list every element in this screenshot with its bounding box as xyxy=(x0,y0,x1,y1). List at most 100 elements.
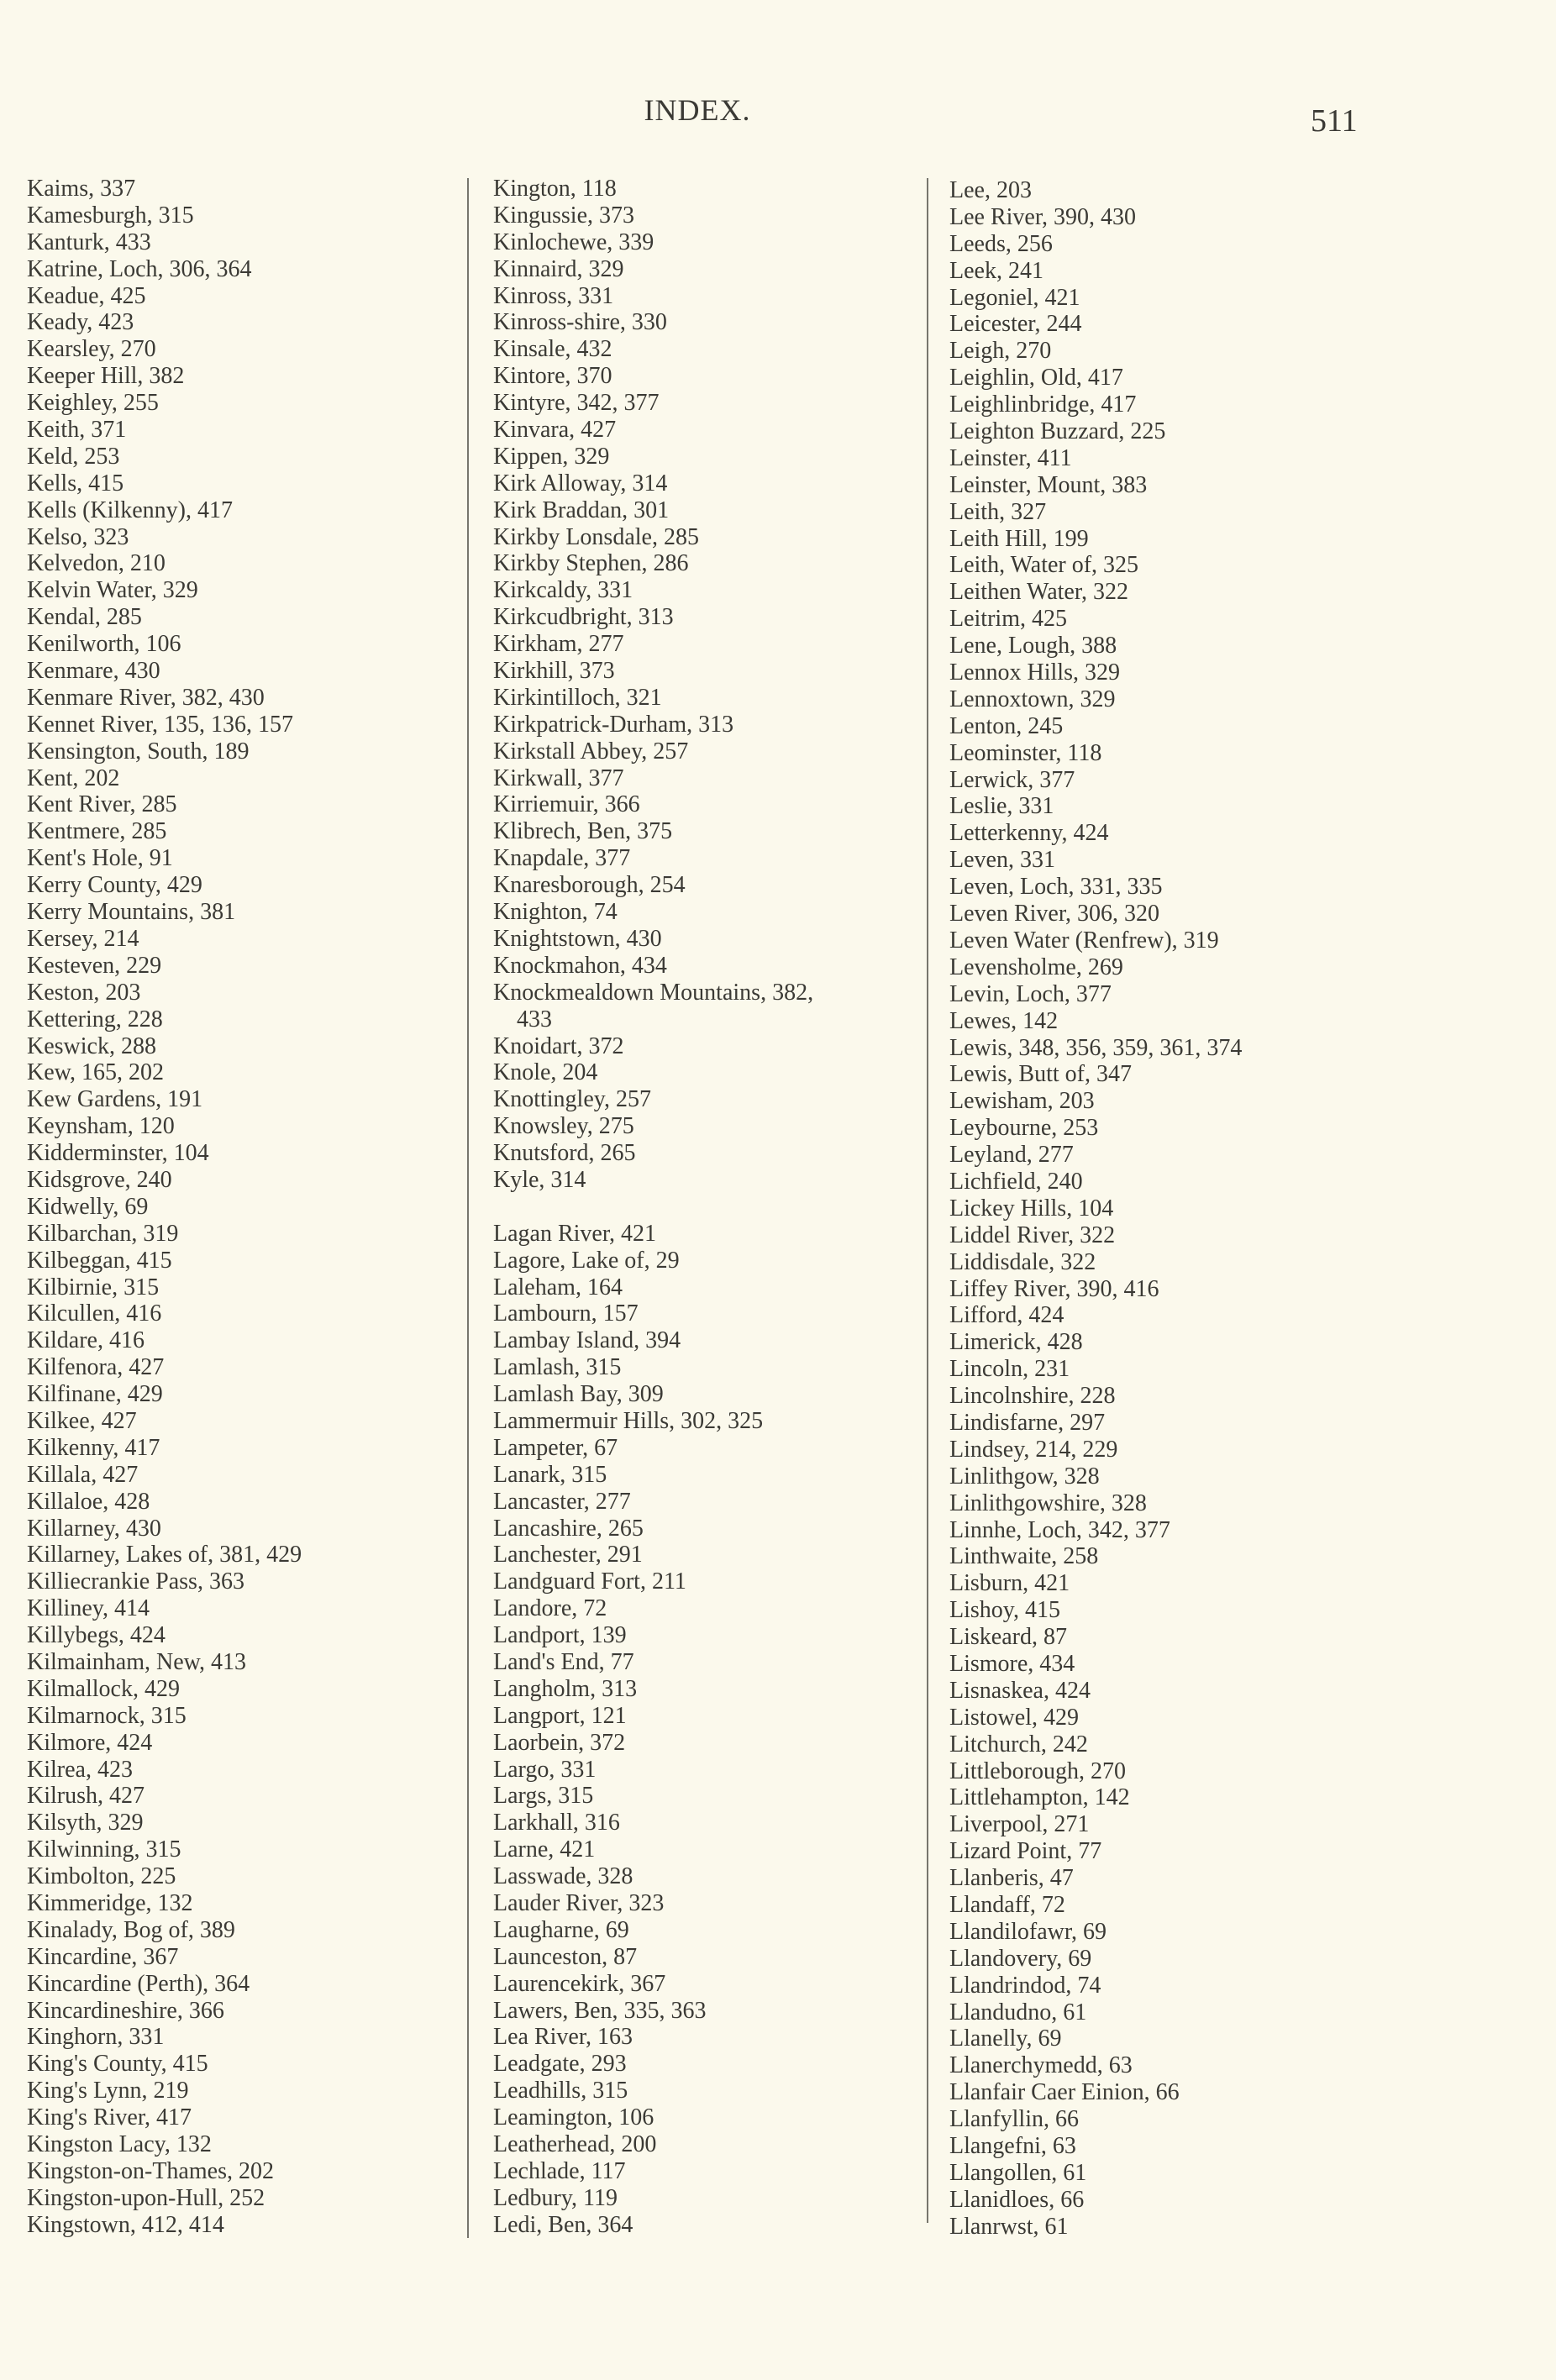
index-column-3: Lee, 203 Lee River, 390, 430 Leeds, 256 Lee… xyxy=(949,177,1242,2241)
index-column-1: Kaims, 337 Kamesburgh, 315 Kanturk, 433 Kat… xyxy=(27,176,302,2239)
index-entry: Llandaff, 72 xyxy=(949,1892,1065,1918)
index-entry: Kinlochewe, 339 xyxy=(493,229,654,255)
index-entry: Leicester, 244 xyxy=(949,311,1082,338)
index-entry: Kilfenora, 427 xyxy=(27,1354,165,1381)
index-entry: Lauder River, 323 xyxy=(493,1890,665,1916)
index-entry: Kew, 165, 202 xyxy=(27,1059,165,1086)
index-entry: Katrine, Loch, 306, 364 xyxy=(27,255,252,282)
index-entry: Liskeard, 87 xyxy=(949,1624,1067,1651)
index-entry: Kincardine, 367 xyxy=(27,1943,179,1970)
index-entry: Laleham, 164 xyxy=(493,1274,623,1300)
index-entry: Kilfinane, 429 xyxy=(27,1381,163,1408)
index-entry: Kilbarchan, 319 xyxy=(27,1220,179,1247)
index-entry: Lamlash, 315 xyxy=(493,1354,622,1381)
index-entry: Keston, 203 xyxy=(27,979,141,1006)
index-entry: Listowel, 429 xyxy=(949,1704,1079,1731)
index-entry: Launceston, 87 xyxy=(493,1943,638,1970)
index-entry: Leith Hill, 199 xyxy=(949,525,1089,552)
index-entry: Kelso, 323 xyxy=(27,523,129,550)
index-entry: Keld, 253 xyxy=(27,443,120,470)
index-entry: Linnhe, Loch, 342, 377 xyxy=(949,1516,1170,1543)
index-entry: Knottingley, 257 xyxy=(493,1086,651,1113)
index-entry: Leeds, 256 xyxy=(949,230,1053,257)
index-entry: Larne, 421 xyxy=(493,1836,596,1863)
index-entry: Kirkintilloch, 321 xyxy=(493,684,662,711)
index-entry: Lancaster, 277 xyxy=(493,1488,631,1515)
index-entry: Llangefni, 63 xyxy=(949,2133,1076,2160)
index-entry: Lindsey, 214, 229 xyxy=(949,1436,1118,1463)
index-entry: Lee River, 390, 430 xyxy=(949,203,1137,230)
index-entry: Lindisfarne, 297 xyxy=(949,1409,1106,1436)
index-entry: Llanerchymedd, 63 xyxy=(949,2052,1133,2079)
index-entry: Lea River, 163 xyxy=(493,2024,633,2051)
index-entry: Kinalady, Bog of, 389 xyxy=(27,1916,235,1943)
index-column-2: Kington, 118 Kingussie, 373 Kinlochewe, 33… xyxy=(493,176,813,2239)
index-entry: Kilmore, 424 xyxy=(27,1729,153,1756)
index-entry: Kirkhill, 373 xyxy=(493,658,615,685)
index-entry: Llanrwst, 61 xyxy=(949,2213,1069,2240)
index-entry: Leigh, 270 xyxy=(949,338,1052,365)
index-entry: Linlithgow, 328 xyxy=(949,1463,1100,1489)
index-entry: Kaims, 337 xyxy=(27,176,136,202)
index-entry: Kirkcudbright, 313 xyxy=(493,604,674,631)
index-entry: Kenilworth, 106 xyxy=(27,631,181,658)
index-entry: Lammermuir Hills, 302, 325 xyxy=(493,1407,764,1434)
index-entry: Kentmere, 285 xyxy=(27,818,167,845)
index-entry: Kinvara, 427 xyxy=(493,417,617,444)
index-entry: Keighley, 255 xyxy=(27,390,159,417)
index-entry: Landguard Fort, 211 xyxy=(493,1568,686,1595)
index-entry: Legoniel, 421 xyxy=(949,284,1080,311)
index-entry: Lennox Hills, 329 xyxy=(949,659,1120,686)
index-entry: Lewes, 142 xyxy=(949,1007,1059,1034)
index-entry: Knole, 204 xyxy=(493,1059,598,1086)
index-entry: Leek, 241 xyxy=(949,257,1043,284)
index-entry: Lamlash Bay, 309 xyxy=(493,1381,664,1408)
index-entry: Lampeter, 67 xyxy=(493,1434,618,1461)
index-entry: Llanelly, 69 xyxy=(949,2025,1062,2052)
index-entry: Lene, Lough, 388 xyxy=(949,633,1117,659)
index-entry: Kilmainham, New, 413 xyxy=(27,1648,247,1675)
index-entry: Knightstown, 430 xyxy=(493,925,662,952)
index-entry: Llandrindod, 74 xyxy=(949,1972,1101,1999)
index-entry: Limerick, 428 xyxy=(949,1329,1083,1356)
index-entry: Kersey, 214 xyxy=(27,925,139,952)
index-entry: Leominster, 118 xyxy=(949,739,1102,766)
index-entry: Keith, 371 xyxy=(27,417,127,444)
index-entry: Kirkstall Abbey, 257 xyxy=(493,738,689,764)
index-entry: Kingstown, 412, 414 xyxy=(27,2211,224,2238)
blank-line xyxy=(493,1194,813,1221)
index-entry: Largs, 315 xyxy=(493,1783,594,1810)
index-entry: Kanturk, 433 xyxy=(27,229,151,255)
index-entry: Leith, Water of, 325 xyxy=(949,552,1139,579)
index-entry: Leighlinbridge, 417 xyxy=(949,391,1137,418)
index-entry: Lennoxtown, 329 xyxy=(949,686,1116,712)
index-entry: Lambay Island, 394 xyxy=(493,1327,681,1354)
index-entry: Leatherhead, 200 xyxy=(493,2131,657,2158)
index-entry: King's County, 415 xyxy=(27,2051,208,2078)
index-entry: Llangollen, 61 xyxy=(949,2159,1087,2186)
index-entry: Liverpool, 271 xyxy=(949,1811,1090,1838)
index-entry: Kent's Hole, 91 xyxy=(27,845,173,872)
index-entry: Lenton, 245 xyxy=(949,712,1064,739)
index-entry: Leighlin, Old, 417 xyxy=(949,365,1123,391)
index-entry: Leven, 331 xyxy=(949,847,1055,874)
index-entry: Knaresborough, 254 xyxy=(493,872,686,899)
index-entry: Lincoln, 231 xyxy=(949,1356,1070,1383)
index-entry: Lambourn, 157 xyxy=(493,1300,639,1327)
index-entry: Llanfyllin, 66 xyxy=(949,2106,1079,2133)
index-entry: Killarney, Lakes of, 381, 429 xyxy=(27,1542,302,1568)
index-entry: Largo, 331 xyxy=(493,1756,597,1783)
index-entry: Leyland, 277 xyxy=(949,1142,1074,1169)
index-entry: Kelvin Water, 329 xyxy=(27,577,198,604)
index-entry: Killarney, 430 xyxy=(27,1515,161,1542)
index-entry: Kenmare River, 382, 430 xyxy=(27,684,265,711)
index-entry: Kent River, 285 xyxy=(27,791,177,818)
index-entry: Landore, 72 xyxy=(493,1595,607,1622)
index-entry: Knutsford, 265 xyxy=(493,1140,636,1167)
index-entry: Kilkee, 427 xyxy=(27,1407,137,1434)
index-entry: Kettering, 228 xyxy=(27,1006,163,1032)
index-entry: Leitrim, 425 xyxy=(949,606,1067,633)
index-entry: Kirkham, 277 xyxy=(493,631,624,658)
index-entry: Littlehampton, 142 xyxy=(949,1784,1130,1811)
index-entry: Leven River, 306, 320 xyxy=(949,901,1160,927)
